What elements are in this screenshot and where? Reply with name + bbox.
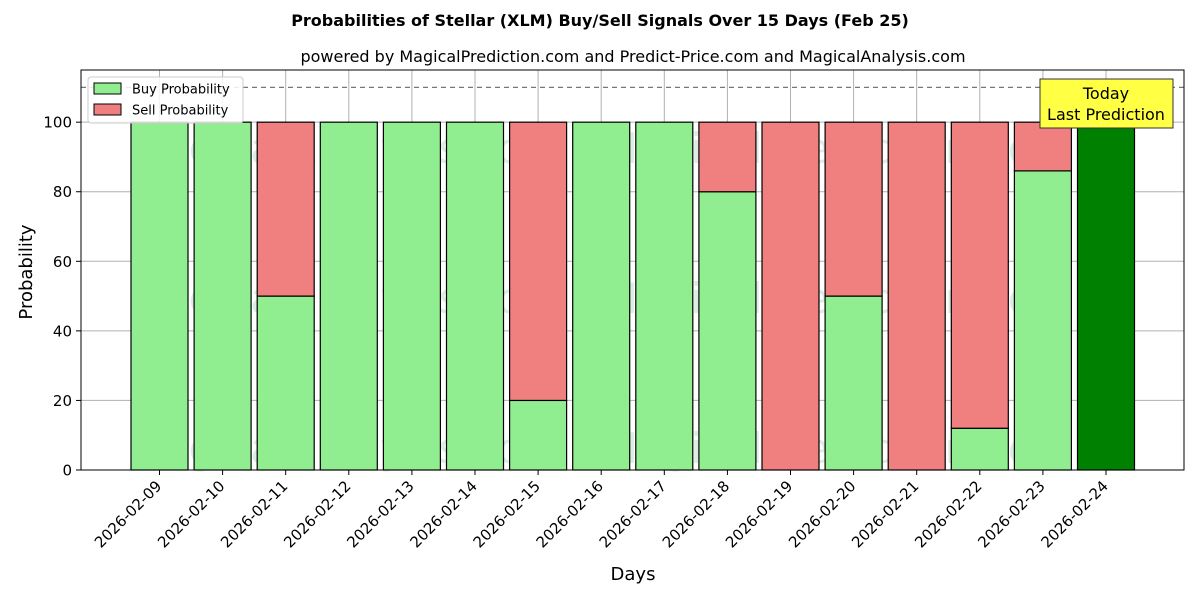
x-tick-label: 2026-02-17 [596, 477, 670, 551]
buy-probability-bar [445, 121, 505, 471]
buy-probability-bar [572, 121, 631, 471]
annotation-text: Last Prediction [1047, 105, 1165, 124]
buy-probability-bar [1013, 170, 1073, 471]
buy-probability-bar [193, 121, 252, 471]
bars-layer [130, 121, 1136, 471]
buy-probability-bar [698, 191, 757, 471]
y-tick-label: 100 [43, 114, 72, 132]
y-tick-label: 20 [53, 392, 72, 410]
annotation-box [1039, 78, 1174, 129]
y-tick-label: 40 [53, 322, 72, 340]
sell-probability-bar [887, 121, 946, 471]
x-tick-label: 2026-02-12 [280, 477, 354, 551]
sell-probability-bar [1013, 121, 1073, 172]
chart-subtitle: powered by MagicalPrediction.com and Pre… [300, 47, 965, 66]
buy-probability-bar [635, 121, 694, 471]
x-tick-label: 2026-02-24 [1037, 477, 1111, 551]
sell-probability-bar [509, 121, 568, 402]
buy-probability-bar [509, 399, 568, 471]
legend-swatch [93, 103, 122, 116]
x-tick-label: 2026-02-18 [659, 477, 733, 551]
legend-swatch [93, 82, 122, 95]
y-tick-label: 60 [53, 253, 72, 271]
sell-probability-bar [824, 121, 883, 297]
x-tick-label: 2026-02-21 [848, 477, 922, 551]
x-tick-label: 2026-02-16 [533, 477, 607, 551]
sell-probability-bar [698, 121, 757, 193]
x-tick-label: 2026-02-19 [722, 477, 796, 551]
x-tick-label: 2026-02-11 [217, 477, 291, 551]
sell-probability-bar [761, 121, 820, 471]
legend-label: Buy Probability [132, 83, 230, 98]
sell-probability-bar [950, 121, 1009, 429]
legend-box [87, 76, 244, 124]
plot-frame [80, 69, 1185, 471]
legend: Buy Probability Sell Probability [87, 76, 244, 124]
x-tick-label: 2026-02-23 [974, 477, 1048, 551]
buy-probability-bar [950, 427, 1009, 471]
buy-probability-bar [1076, 121, 1136, 471]
buy-probability-bar [824, 295, 883, 471]
buy-probability-bar [130, 121, 189, 471]
sell-probability-bar [256, 121, 315, 297]
y-tick-label: 80 [53, 183, 72, 201]
y-axis-label: Probability [16, 224, 37, 319]
chart-title: Probabilities of Stellar (XLM) Buy/Sell … [291, 11, 909, 30]
annotation-text: Today [1082, 84, 1129, 103]
x-tick-label: 2026-02-09 [91, 477, 165, 551]
x-tick-label: 2026-02-22 [911, 477, 985, 551]
x-tick-label: 2026-02-10 [154, 477, 228, 551]
buy-probability-bar [319, 121, 378, 471]
x-axis-label: Days [611, 564, 656, 585]
buy-probability-bar [256, 295, 315, 471]
y-tick-label: 0 [62, 462, 72, 480]
x-tick-label: 2026-02-14 [406, 477, 480, 551]
buy-probability-bar [382, 121, 441, 471]
x-tick-label: 2026-02-20 [785, 477, 859, 551]
legend-label: Sell Probability [132, 104, 229, 119]
today-annotation: Today Last Prediction [1039, 78, 1174, 129]
x-tick-label: 2026-02-13 [343, 477, 417, 551]
x-tick-label: 2026-02-15 [470, 477, 544, 551]
